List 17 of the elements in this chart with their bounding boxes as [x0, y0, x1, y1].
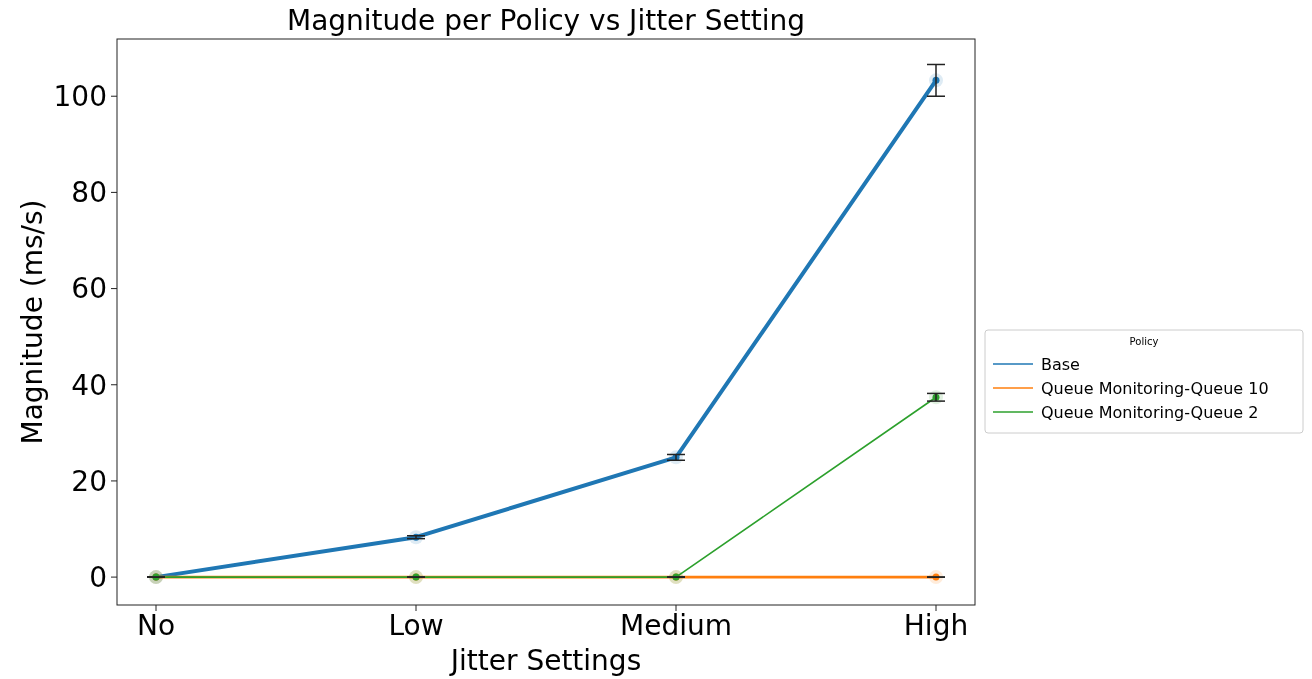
legend-title: Policy — [1129, 336, 1159, 347]
y-tick-label: 40 — [71, 368, 107, 402]
legend-label: Base — [1041, 354, 1080, 374]
y-axis-title: Magnitude (ms/s) — [16, 199, 49, 445]
y-tick-label: 100 — [53, 80, 107, 114]
x-tick-label: Medium — [620, 609, 732, 642]
x-tick-label: Low — [388, 609, 444, 642]
chart-title: Magnitude per Policy vs Jitter Setting — [286, 4, 806, 37]
x-tick-label: High — [903, 609, 969, 642]
y-tick-label: 20 — [71, 464, 107, 498]
x-tick-label: No — [136, 609, 176, 642]
legend-label: Queue Monitoring-Queue 10 — [1041, 378, 1269, 398]
y-tick-label: 0 — [89, 560, 107, 594]
y-tick-label: 60 — [71, 272, 107, 306]
x-axis-title: Jitter Settings — [448, 644, 642, 677]
y-tick-label: 80 — [71, 176, 107, 210]
legend-label: Queue Monitoring-Queue 2 — [1041, 402, 1259, 422]
